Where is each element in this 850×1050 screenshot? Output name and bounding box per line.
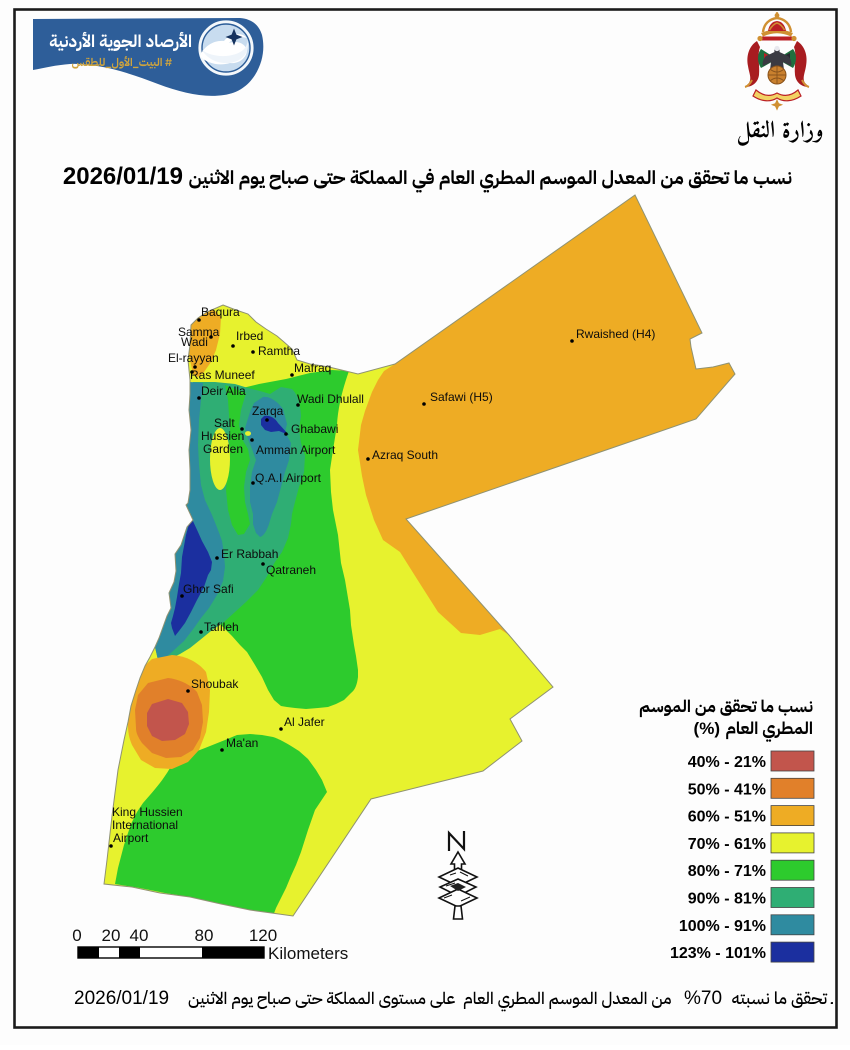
svg-text:60% - 51%: 60% - 51% [688,809,766,826]
svg-text:90% - 81%: 90% - 81% [688,891,766,908]
svg-text:%70: %70 [684,988,722,1009]
svg-text:80% - 71%: 80% - 71% [688,863,766,880]
svg-text:Samma: Samma [178,325,220,339]
svg-text:King Hussien: King Hussien [112,805,183,819]
svg-text:100% - 91%: 100% - 91% [679,918,766,935]
svg-text:Tafileh: Tafileh [204,620,239,634]
svg-text:Wadi Dhulall: Wadi Dhulall [297,392,364,406]
svg-text:Deir Alla: Deir Alla [201,384,246,398]
svg-text:Garden: Garden [203,442,243,456]
svg-text:40% - 21%: 40% - 21% [688,754,766,771]
svg-text:80: 80 [195,926,214,945]
svg-text:Wadi: Wadi [181,335,208,349]
svg-text:Ma'an: Ma'an [226,736,258,750]
svg-text:123% - 101%: 123% - 101% [670,945,766,962]
svg-text:Ramtha: Ramtha [258,344,300,358]
svg-text:International: International [112,818,178,832]
svg-text:Qatraneh: Qatraneh [266,563,316,577]
svg-text:Hussien: Hussien [201,429,244,443]
svg-text:El-rayyan: El-rayyan [168,351,219,365]
svg-text:Mafraq: Mafraq [294,361,331,375]
svg-text:(%): (%) [694,719,720,738]
svg-text:Baqura: Baqura [201,305,240,319]
svg-text:0: 0 [72,926,81,945]
svg-text:Shoubak: Shoubak [191,677,239,691]
svg-text:Azraq South: Azraq South [372,448,438,462]
svg-text:Ghabawi: Ghabawi [291,422,338,436]
svg-text:50% - 41%: 50% - 41% [688,781,766,798]
svg-text:20: 20 [102,926,121,945]
svg-text:Amman Airport: Amman Airport [256,443,336,457]
svg-text:120: 120 [249,926,277,945]
svg-text:40: 40 [130,926,149,945]
svg-text:Irbed: Irbed [236,329,263,343]
svg-text:Ras Muneef: Ras Muneef [190,368,255,382]
svg-text:2026/01/19: 2026/01/19 [63,163,183,190]
svg-text:2026/01/19: 2026/01/19 [74,988,169,1009]
svg-text:Rwaished (H4): Rwaished (H4) [576,327,655,341]
svg-text:70% - 61%: 70% - 61% [688,836,766,853]
svg-text:Er Rabbah: Er Rabbah [221,547,278,561]
svg-text:Kilometers: Kilometers [268,944,348,963]
svg-text:Q.A.I.Airport: Q.A.I.Airport [255,471,322,485]
svg-text:Al Jafer: Al Jafer [284,715,325,729]
svg-text:Salt: Salt [214,416,235,430]
svg-text:Ghor Safi: Ghor Safi [183,582,234,596]
svg-text:Zarqa: Zarqa [252,404,284,418]
svg-text:Safawi (H5): Safawi (H5) [430,390,493,404]
svg-text:Airport: Airport [113,831,149,845]
